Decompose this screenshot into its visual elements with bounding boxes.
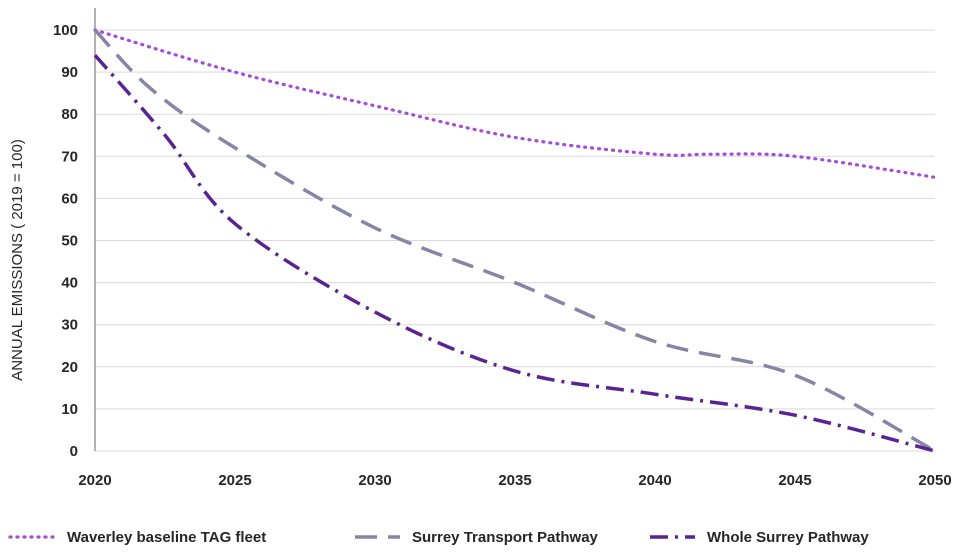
- series-line-2: [93, 28, 936, 453]
- series-line-3: [93, 54, 936, 453]
- legend-item: Surrey Transport Pathway: [355, 529, 599, 546]
- x-tick-label: 2020: [78, 472, 111, 489]
- grid: [95, 29, 935, 452]
- x-tick-label: 2045: [778, 472, 811, 489]
- y-tick-label: 70: [61, 148, 78, 165]
- y-tick-label: 30: [61, 317, 78, 334]
- y-tick-label: 10: [61, 401, 78, 418]
- x-tick-labels: 2020 2025 2030 2035 2040 2045 2050: [78, 472, 951, 489]
- y-tick-label: 20: [61, 359, 78, 376]
- legend-item: Whole Surrey Pathway: [650, 529, 869, 546]
- x-tick-label: 2030: [358, 472, 391, 489]
- y-tick-label: 60: [61, 190, 78, 207]
- x-tick-label: 2035: [498, 472, 531, 489]
- y-tick-labels: 0 10 20 30 40 50 60 70 80 90 100: [53, 22, 78, 460]
- y-tick-label: 90: [61, 64, 78, 81]
- legend-item: Waverley baseline TAG fleet: [8, 529, 266, 546]
- y-axis-label: ANNUAL EMISSIONS ( 2019 = 100): [9, 139, 26, 381]
- series-lines: [93, 28, 937, 453]
- y-tick-label: 0: [70, 443, 78, 460]
- x-tick-label: 2050: [918, 472, 951, 489]
- y-tick-label: 40: [61, 275, 78, 292]
- legend-label: Surrey Transport Pathway: [412, 529, 599, 546]
- y-tick-label: 50: [61, 233, 78, 250]
- legend: Waverley baseline TAG fleet Surrey Transp…: [8, 529, 869, 546]
- x-tick-label: 2040: [638, 472, 671, 489]
- series-line-1: [93, 28, 937, 179]
- y-tick-label: 100: [53, 22, 78, 39]
- y-tick-label: 80: [61, 106, 78, 123]
- legend-label: Whole Surrey Pathway: [707, 529, 869, 546]
- legend-label: Waverley baseline TAG fleet: [67, 529, 266, 546]
- x-tick-label: 2025: [218, 472, 251, 489]
